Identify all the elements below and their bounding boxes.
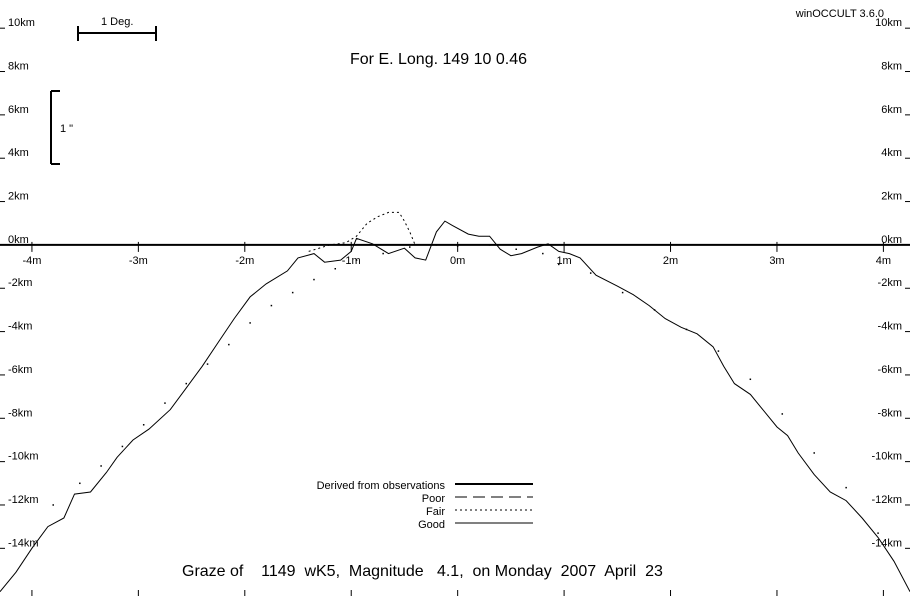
limb-dot-point (164, 402, 166, 404)
limb-dot-point (813, 452, 815, 454)
y-tick-label-right: -12km (871, 494, 902, 506)
y-tick-label-right: 6km (881, 104, 902, 116)
y-tick-label-left: 0km (8, 234, 29, 246)
arcsec-scale-label: 1 " (60, 123, 73, 135)
y-tick-label-left: 2km (8, 191, 29, 203)
limb-dot-point (877, 532, 879, 534)
x-tick-label: 1m (556, 255, 571, 267)
y-tick-label-right: 10km (875, 17, 902, 29)
y-tick-label-left: 6km (8, 104, 29, 116)
y-tick-label-right: -4km (878, 321, 902, 333)
limb-dot-point (515, 248, 517, 250)
limb-dot-point (291, 291, 294, 294)
x-tick-label: 4m (876, 255, 891, 267)
y-tick-label-right: -8km (878, 407, 902, 419)
graze-caption: Graze of 1149 wK5, Magnitude 4.1, on Mon… (182, 563, 663, 580)
axes: -4m -3m -2m -1m 0m 1m 2m 3m 4m 10km 10km 8km 8km 6km 6… (0, 17, 910, 596)
y-tick-label-left: 8km (8, 61, 29, 73)
legend-label-derived: Derived from observations (317, 480, 446, 492)
y-tick-label-right: -6km (878, 364, 902, 376)
limb-dot-point (749, 378, 752, 381)
series-group (0, 211, 910, 593)
legend: Derived from observations Poor Fair Good (317, 480, 533, 531)
limb-dot-point (249, 322, 251, 324)
y-tick-label-left: -14km (8, 537, 39, 549)
y-tick-label-right: 0km (881, 234, 902, 246)
limb-dot-point (206, 363, 209, 365)
limb-dot-point (142, 424, 145, 426)
x-tick-label: -1m (342, 255, 361, 267)
limb-dot-point (409, 246, 411, 248)
limb-dot-point (542, 252, 544, 255)
limb-dot-point (653, 309, 656, 311)
legend-label-good: Good (418, 519, 445, 531)
y-tick-label-left: 10km (8, 17, 35, 29)
y-tick-label-left: -2km (8, 277, 32, 289)
limb-dot-point (100, 465, 102, 467)
caption-backdrop (170, 556, 740, 582)
y-tick-label-left: -6km (8, 364, 32, 376)
limb-dot-point (355, 259, 358, 261)
limb-dot-point (621, 291, 624, 294)
limb-dot-point (382, 252, 384, 255)
limb-dot-point (845, 486, 847, 489)
limb-dot-point (334, 267, 337, 270)
y-tick-label-right: 4km (881, 147, 902, 159)
y-tick-label-right: -10km (871, 451, 902, 463)
limb-dot-point (685, 328, 688, 331)
legend-label-fair: Fair (426, 506, 445, 518)
y-tick-label-left: -4km (8, 321, 32, 333)
x-tick-label: 0m (450, 255, 465, 267)
limb-dot-point (456, 245, 459, 247)
y-tick-label-left: -10km (8, 451, 39, 463)
x-tick-label: -3m (129, 255, 148, 267)
y-tick-label-left: -12km (8, 494, 39, 506)
limb-dot-point (121, 445, 124, 448)
y-tick-label-right: 2km (881, 191, 902, 203)
x-tick-label: 3m (769, 255, 784, 267)
arcsec-scale-bar: 1 " (50, 90, 73, 165)
degree-scale-bar: 1 Deg. (77, 16, 157, 41)
limb-dot-point (185, 382, 188, 385)
limb-dot-point (435, 244, 438, 246)
limb-dot-point (558, 263, 560, 266)
limb-dot-point (313, 278, 315, 281)
y-tick-label-right: 8km (881, 61, 902, 73)
app-version: winOCCULT 3.6.0 (795, 8, 884, 20)
series-good-line (0, 220, 910, 593)
limb-dot-point (52, 504, 54, 506)
chart-title: For E. Long. 149 10 0.46 (350, 51, 527, 68)
limb-dot-point (488, 244, 491, 246)
limb-dot-point (79, 482, 81, 485)
limb-dot-point (270, 304, 273, 307)
legend-label-poor: Poor (422, 493, 446, 505)
y-tick-label-right: -2km (878, 277, 902, 289)
y-tick-label-left: 4km (8, 147, 29, 159)
x-tick-label: 2m (663, 255, 678, 267)
series-fair-line (308, 211, 416, 252)
limb-dot-point (228, 343, 230, 346)
degree-scale-label: 1 Deg. (101, 16, 133, 28)
x-tick-label: -2m (235, 255, 254, 267)
y-tick-label-right: -14km (871, 537, 902, 549)
limb-dot-point (717, 350, 720, 352)
y-tick-label-left: -8km (8, 407, 32, 419)
x-tick-label: -4m (22, 255, 41, 267)
limb-dot-point (781, 413, 784, 415)
limb-dot-point (589, 272, 592, 274)
